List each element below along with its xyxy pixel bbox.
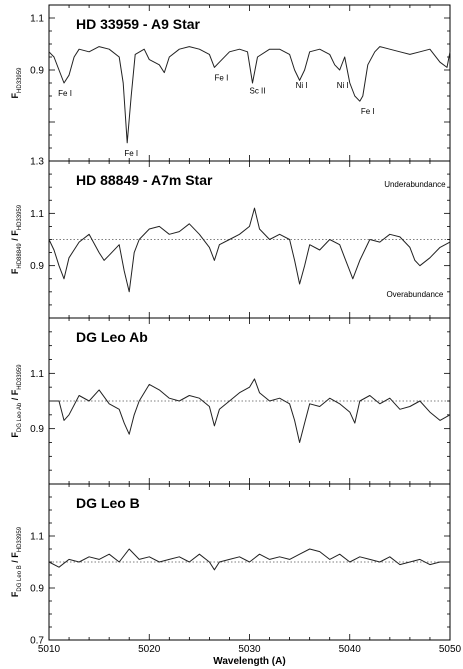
y-tick-label: 1.3 bbox=[30, 157, 44, 168]
line-annotation: Fe I bbox=[58, 89, 72, 98]
line-annotation: Fe I bbox=[124, 149, 138, 158]
y-tick-label: 1.1 bbox=[30, 369, 44, 380]
y-tick-label: 0.9 bbox=[30, 424, 44, 435]
y-axis-label-part: / F bbox=[10, 389, 20, 403]
y-tick-label: 0.9 bbox=[30, 261, 44, 272]
x-tick-label: 5030 bbox=[238, 644, 261, 655]
y-axis-label: FHD33959 bbox=[10, 67, 23, 99]
panel-title: DG Leo B bbox=[76, 495, 140, 511]
y-axis-label-part: F bbox=[10, 591, 20, 597]
line-annotation: Ni I bbox=[296, 81, 308, 90]
y-axis-label-part: / F bbox=[10, 552, 20, 566]
y-axis-label-part: / F bbox=[10, 230, 20, 244]
panel-title: HD 33959 - A9 Star bbox=[76, 16, 201, 32]
x-tick-label: 5040 bbox=[339, 644, 362, 655]
spectrum-line bbox=[48, 46, 451, 144]
panel-note: Overabundance bbox=[386, 290, 443, 299]
y-axis-label-part: DG Leo B bbox=[17, 565, 23, 591]
y-axis-label: FDG Leo Ab / FHD33959 bbox=[10, 364, 23, 438]
y-tick-label: 0.9 bbox=[30, 66, 44, 77]
y-axis-label-part: DG Leo Ab bbox=[17, 402, 23, 432]
spectrum-line bbox=[48, 207, 451, 293]
y-axis-label-part: HD33959 bbox=[17, 364, 23, 390]
y-axis-label: FHD88849 / FHD33959 bbox=[10, 204, 23, 274]
y-tick-label: 0.9 bbox=[30, 584, 44, 595]
y-axis-label-part: HD33959 bbox=[17, 526, 23, 552]
x-tick-label: 5010 bbox=[38, 644, 61, 655]
x-axis-label: Wavelength (A) bbox=[213, 656, 285, 667]
x-tick-label: 5020 bbox=[138, 644, 161, 655]
y-axis-label: FDG Leo B / FHD33959 bbox=[10, 526, 23, 597]
panel-title: HD 88849 - A7m Star bbox=[76, 172, 213, 188]
y-axis-label-part: F bbox=[10, 92, 20, 98]
y-axis-label-part: HD33959 bbox=[17, 204, 23, 230]
y-tick-label: 1.1 bbox=[30, 14, 44, 25]
panel-note: Underabundance bbox=[384, 180, 446, 189]
line-annotation: Fe I bbox=[215, 73, 229, 82]
line-annotation: Fe I bbox=[361, 107, 375, 116]
y-axis-label-part: F bbox=[10, 268, 20, 274]
spectrum-line bbox=[48, 548, 450, 571]
x-tick-label: 5050 bbox=[439, 644, 462, 655]
panel-title: DG Leo Ab bbox=[76, 329, 148, 345]
y-tick-label: 1.1 bbox=[30, 532, 44, 543]
y-axis-label-part: HD33959 bbox=[17, 67, 23, 93]
y-axis-label-part: F bbox=[10, 432, 20, 438]
line-annotation: Sc II bbox=[250, 86, 266, 95]
y-tick-label: 1.1 bbox=[30, 209, 44, 220]
y-axis-label-part: HD88849 bbox=[17, 243, 23, 269]
spectrum-line bbox=[49, 378, 451, 443]
line-annotation: Ni I bbox=[337, 81, 349, 90]
y-tick-label: 0.7 bbox=[30, 636, 44, 647]
